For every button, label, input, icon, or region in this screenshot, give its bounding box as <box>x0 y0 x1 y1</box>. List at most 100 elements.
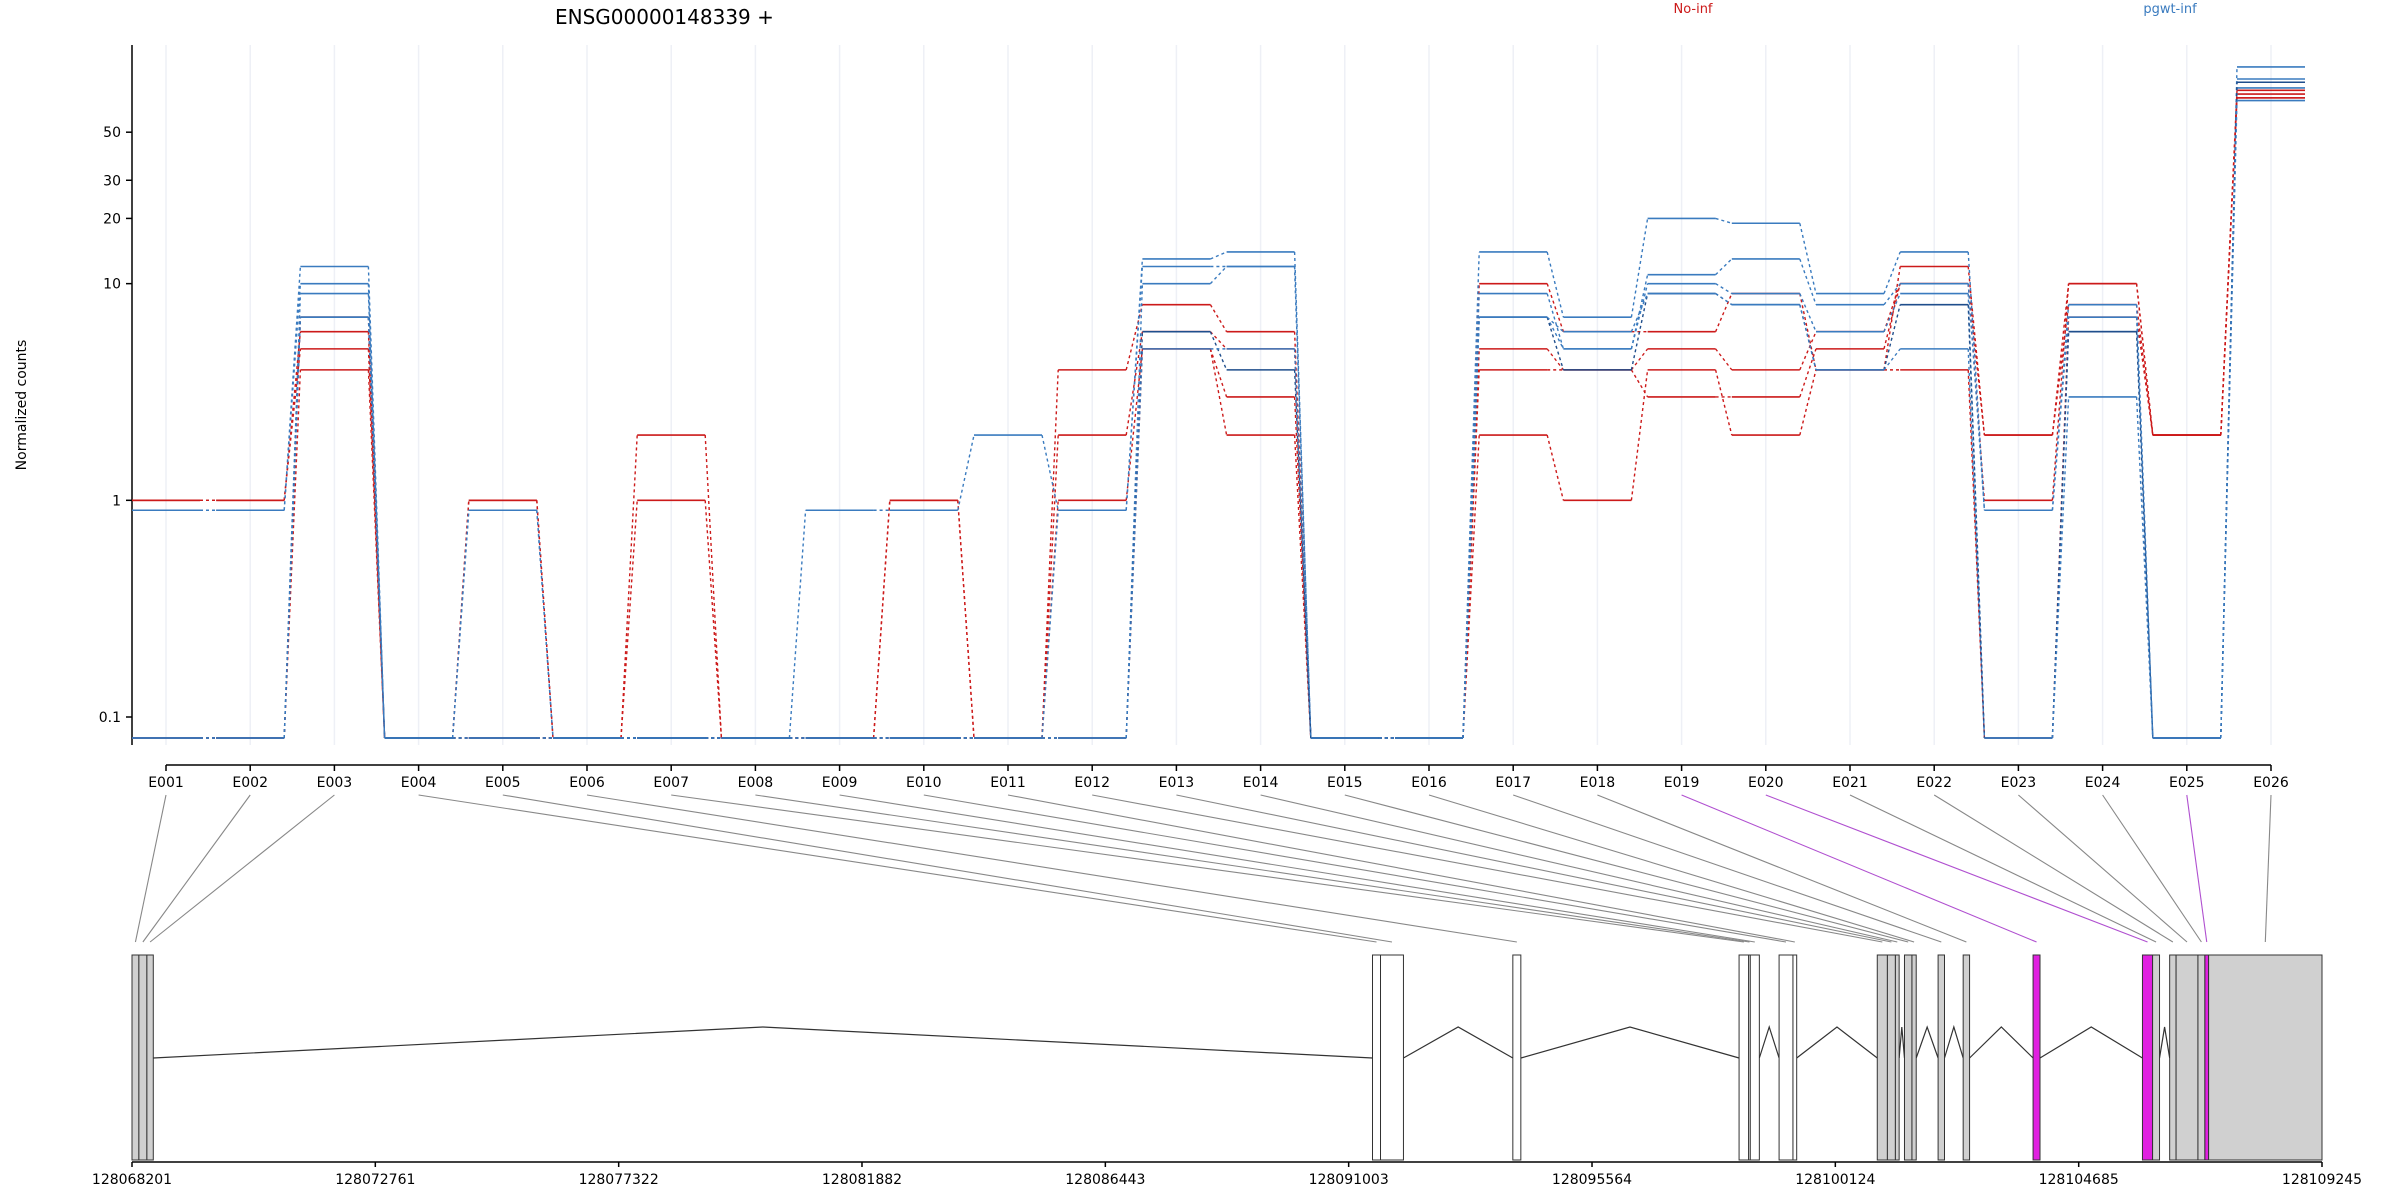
genomic-tick-label: 128072761 <box>335 1172 415 1188</box>
x-tick-label: E023 <box>2001 775 2037 791</box>
series-transition <box>1883 348 1901 371</box>
intron-line <box>1520 1026 1740 1059</box>
x-tick-label: E001 <box>148 775 184 791</box>
exon-box <box>1962 954 1971 1161</box>
exon-box <box>146 954 154 1161</box>
series-transition <box>536 510 554 739</box>
series-transition <box>1630 293 1649 371</box>
series-transition <box>283 331 302 501</box>
legend-label-no-inf: No-inf <box>1673 2 1712 17</box>
genomic-tick-label: 128109245 <box>2282 1172 2362 1188</box>
exon-box <box>1380 954 1404 1161</box>
series-transition <box>2051 304 2070 436</box>
exon-connector <box>1765 794 2148 943</box>
series-transition <box>1630 348 1649 371</box>
exon-box <box>1792 954 1798 1161</box>
series-transition <box>1630 274 1649 350</box>
legend-label-pgwt-inf: pgwt-inf <box>2143 2 2197 17</box>
series-transition <box>1967 283 1986 511</box>
series-transition <box>1967 283 1986 436</box>
genomic-tick-label: 128100124 <box>1795 1172 1875 1188</box>
series-transition <box>1715 283 1733 295</box>
exon-connector <box>1681 794 2037 943</box>
genomic-tick-label: 128068201 <box>92 1172 172 1188</box>
series-transition <box>1715 217 1732 224</box>
genomic-tick-label: 128104685 <box>2039 1172 2119 1188</box>
x-tick-label: E005 <box>485 775 521 791</box>
exon-connector <box>923 794 1787 943</box>
series-transition <box>1125 266 1144 511</box>
x-tick-label: E014 <box>1243 775 1279 791</box>
x-tick-label: E019 <box>1664 775 1700 791</box>
x-tick-label: E016 <box>1411 775 1447 791</box>
series-lines <box>132 66 2305 739</box>
series-transition <box>620 500 638 739</box>
series-transition <box>1799 331 1817 371</box>
series-transition <box>2135 396 2154 739</box>
series-transition <box>1125 348 1144 501</box>
exon-connector <box>1344 794 1909 943</box>
exon-connector <box>671 794 1744 943</box>
exon-box <box>2152 954 2161 1161</box>
series-transition <box>957 500 975 739</box>
series-transition <box>1293 369 1312 739</box>
exon-connector <box>1092 794 1883 943</box>
genomic-axis: 128068201 128072761 128077322 128081882 1280… <box>92 1161 2362 1188</box>
exon-box <box>1778 954 1794 1161</box>
x-tick-label: E006 <box>569 775 605 791</box>
series-transition <box>283 317 302 739</box>
series-transition <box>872 500 891 739</box>
intron-line <box>1915 1025 1939 1059</box>
y-axis-label: Normalized counts <box>14 340 30 471</box>
y-tick-label: 50 <box>103 125 121 141</box>
x-tick-label: E002 <box>232 775 268 791</box>
exon-connectors <box>134 794 2272 943</box>
series-transition <box>1799 258 1817 305</box>
series-transition <box>620 435 638 739</box>
exon-connector <box>1933 794 2174 943</box>
series-transition <box>1546 251 1565 318</box>
x-tick-label: E021 <box>1832 775 1868 791</box>
series-transition <box>1209 348 1228 398</box>
exon-connector <box>1428 794 1915 943</box>
y-axis: 0.1 1 10 20 30 50 <box>99 45 133 745</box>
series-transition <box>1630 293 1649 332</box>
series-transition <box>1799 304 1817 371</box>
series-transition <box>1125 283 1144 739</box>
x-tick-label: E017 <box>1495 775 1531 791</box>
series-transition <box>1799 293 1817 332</box>
exon-box <box>2204 954 2210 1161</box>
x-tick-label: E010 <box>906 775 942 791</box>
series-transition <box>1714 369 1733 436</box>
exon-box <box>2175 954 2199 1161</box>
series-transition <box>2135 283 2154 436</box>
exon-box <box>131 954 140 1161</box>
series-transition <box>2220 100 2238 739</box>
series-transition <box>1293 348 1312 739</box>
series-transition <box>872 500 891 739</box>
x-tick-label: E018 <box>1580 775 1616 791</box>
series-transition <box>1293 266 1312 739</box>
series-transition <box>1715 292 1733 306</box>
x-tick-label: E009 <box>822 775 858 791</box>
series-transition <box>1715 258 1733 276</box>
series-transition <box>451 500 470 739</box>
exon-connector <box>2102 794 2202 943</box>
x-tick-label: E025 <box>2169 775 2205 791</box>
x-tick-label: E008 <box>738 775 774 791</box>
y-tick-label: 30 <box>103 173 121 189</box>
x-tick-label: E020 <box>1748 775 1784 791</box>
series-transition <box>1967 266 1986 436</box>
series-transition <box>1714 293 1733 332</box>
genomic-tick-label: 128095564 <box>1552 1172 1632 1188</box>
exon-box <box>1876 954 1888 1161</box>
series-transition <box>1883 293 1901 332</box>
exon-box <box>2141 954 2154 1161</box>
series-transition <box>1209 266 1228 285</box>
x-tick-label: E024 <box>2085 775 2121 791</box>
genomic-tick-label: 128086443 <box>1065 1172 1145 1188</box>
series-transition <box>1967 251 1986 511</box>
series-transition <box>1041 434 1059 511</box>
series-transition <box>2220 97 2238 436</box>
